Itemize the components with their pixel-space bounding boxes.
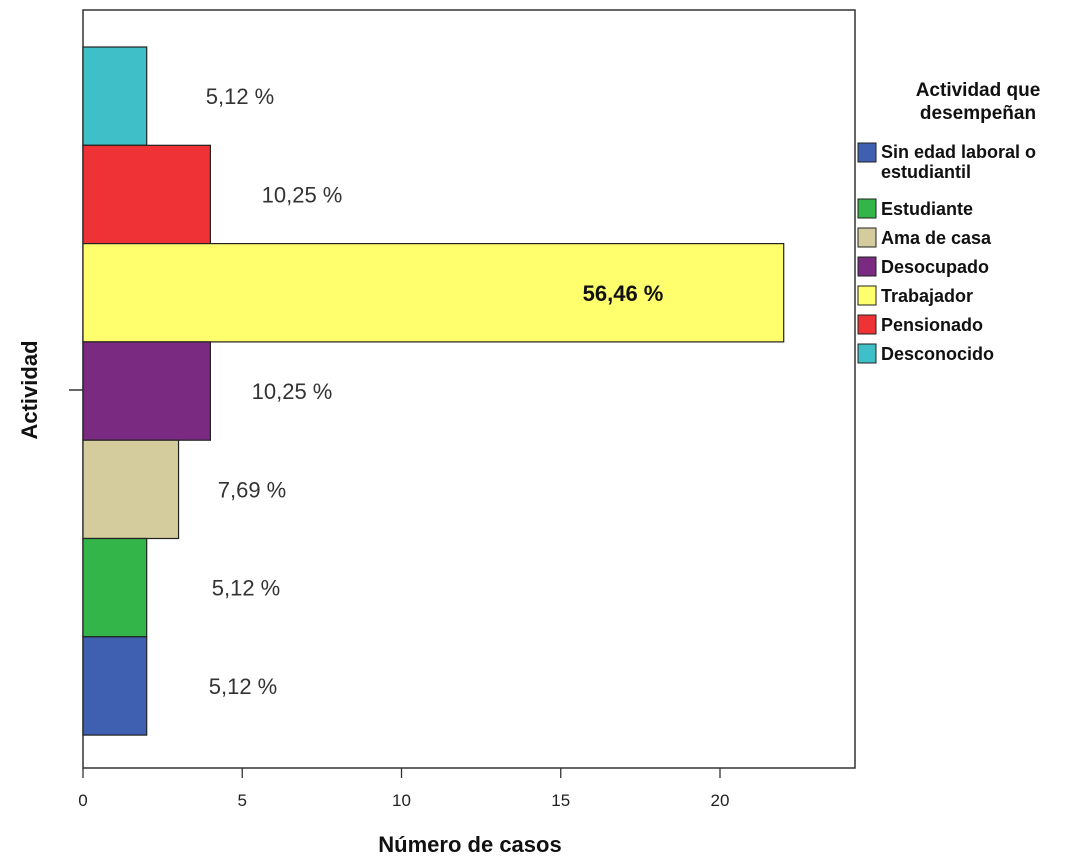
bar-trabajador xyxy=(82,243,785,343)
x-tick-label: 0 xyxy=(78,791,87,810)
legend-swatch xyxy=(857,142,877,163)
data-label: 5,12 % xyxy=(212,576,281,601)
y-axis-title: Actividad xyxy=(17,340,42,439)
data-label: 10,25 % xyxy=(262,182,343,207)
legend-label: Ama de casa xyxy=(881,228,992,248)
legend-title: Actividad que xyxy=(916,80,1041,101)
legend-swatch xyxy=(857,227,877,248)
legend-swatch xyxy=(857,256,877,277)
legend-swatch xyxy=(857,343,877,364)
x-tick-label: 20 xyxy=(711,791,730,810)
x-axis: 0 5 10 15 20 xyxy=(78,768,729,810)
legend-swatch xyxy=(857,285,877,306)
bar-ama-de-casa xyxy=(82,439,180,540)
legend-label: Sin edad laboral o xyxy=(881,142,1036,162)
x-tick-label: 5 xyxy=(238,791,247,810)
legend-label: Estudiante xyxy=(881,199,973,219)
data-label: 56,46 % xyxy=(583,281,664,306)
data-label: 10,25 % xyxy=(252,379,333,404)
bar-pensionado xyxy=(82,144,212,245)
data-label: 7,69 % xyxy=(218,477,287,502)
legend-label: Trabajador xyxy=(881,286,973,306)
plot-frame xyxy=(82,9,856,769)
legend-label: estudiantil xyxy=(881,162,971,182)
data-label: 5,12 % xyxy=(206,84,275,109)
bar-desconocido xyxy=(82,46,148,146)
plot-area xyxy=(69,9,856,769)
x-tick-label: 10 xyxy=(392,791,411,810)
bar-sin-edad-laboral-o-estudiantil xyxy=(82,636,148,736)
legend-label: Desocupado xyxy=(881,257,989,277)
data-labels: 5,12 % 10,25 % 56,46 % 10,25 % 7,69 % 5,12 % 5… xyxy=(206,84,664,699)
bar-estudiante xyxy=(82,537,148,638)
data-label: 5,12 % xyxy=(209,674,278,699)
x-tick-label: 15 xyxy=(551,791,570,810)
legend-swatch xyxy=(857,198,877,219)
bar-desocupado xyxy=(82,341,212,441)
bars xyxy=(82,46,785,736)
legend-swatch xyxy=(857,314,877,335)
legend-title: desempeñan xyxy=(920,103,1036,124)
legend-label: Desconocido xyxy=(881,344,994,364)
x-axis-title: Número de casos xyxy=(378,832,561,857)
legend-label: Pensionado xyxy=(881,315,983,335)
